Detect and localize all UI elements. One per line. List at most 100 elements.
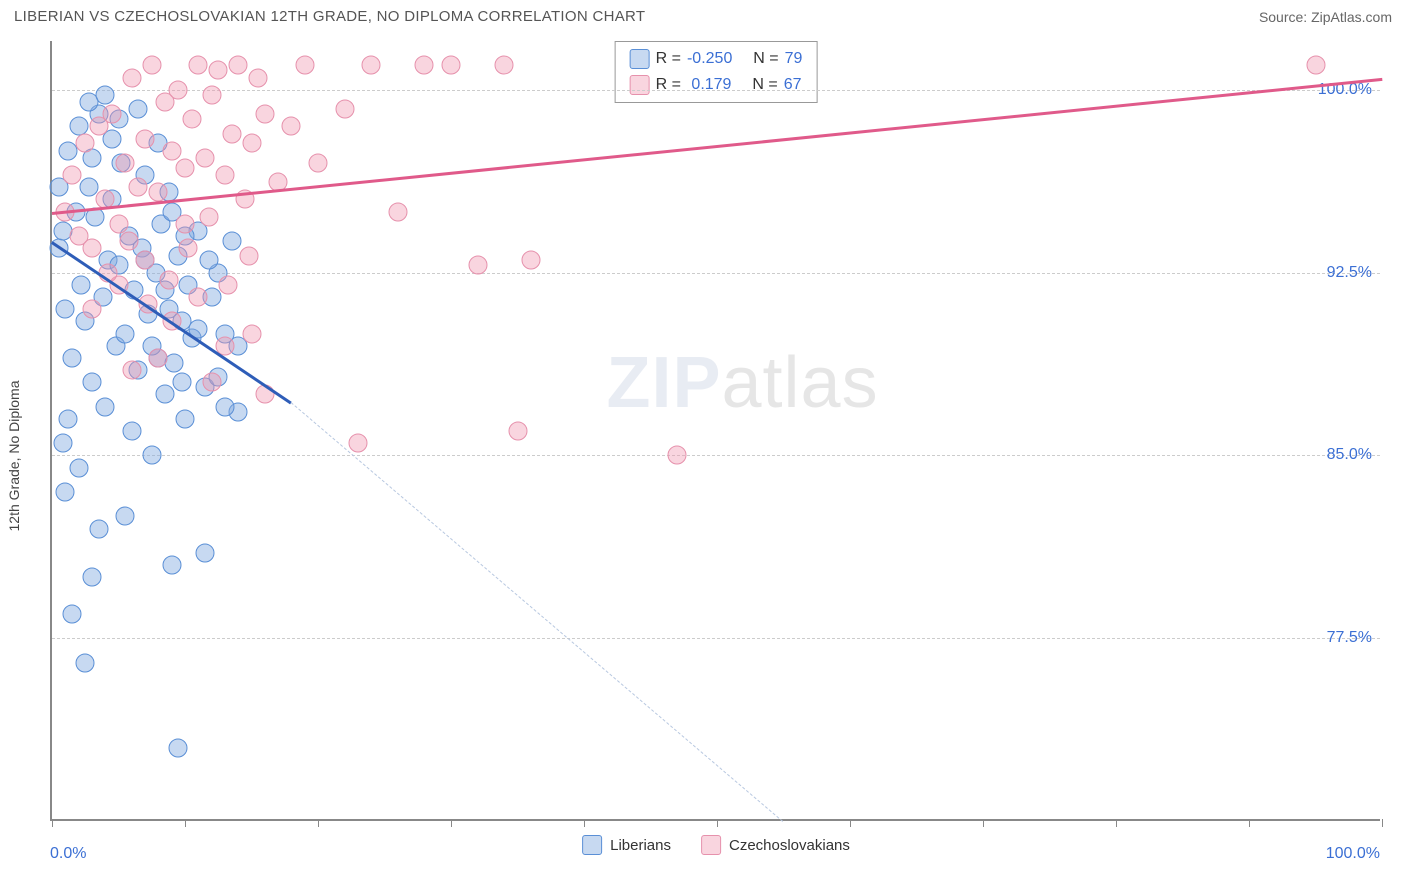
data-point — [309, 153, 328, 172]
data-point — [415, 56, 434, 75]
data-point — [129, 178, 148, 197]
data-point — [189, 287, 208, 306]
y-axis-label: 12th Grade, No Diploma — [6, 381, 22, 532]
data-point — [62, 166, 81, 185]
x-tick — [52, 819, 53, 827]
data-point — [142, 446, 161, 465]
data-point — [76, 134, 95, 153]
gridline — [52, 455, 1380, 456]
data-point — [1306, 56, 1325, 75]
data-point — [122, 68, 141, 87]
data-point — [229, 56, 248, 75]
data-point — [116, 324, 135, 343]
swatch-icon — [630, 75, 650, 95]
chart-container: 12th Grade, No Diploma ZIPatlas R = -0.2… — [0, 31, 1406, 881]
data-point — [58, 141, 77, 160]
data-point — [209, 61, 228, 80]
source-label: Source: ZipAtlas.com — [1259, 9, 1392, 25]
data-point — [521, 251, 540, 270]
data-point — [668, 446, 687, 465]
swatch-icon — [582, 835, 602, 855]
legend-item-liberians: Liberians — [582, 835, 671, 855]
x-tick — [584, 819, 585, 827]
trend-line-extrapolated — [291, 402, 784, 822]
data-point — [82, 568, 101, 587]
data-point — [195, 543, 214, 562]
data-point — [96, 85, 115, 104]
data-point — [295, 56, 314, 75]
data-point — [162, 141, 181, 160]
data-point — [215, 166, 234, 185]
data-point — [160, 270, 179, 289]
x-tick — [1249, 819, 1250, 827]
data-point — [129, 100, 148, 119]
x-axis-max-label: 100.0% — [1326, 845, 1380, 863]
data-point — [282, 117, 301, 136]
data-point — [162, 556, 181, 575]
y-tick-label: 77.5% — [1327, 629, 1372, 647]
legend-row-czechoslovakians: R = 0.179 N = 67 — [630, 72, 803, 98]
data-point — [82, 300, 101, 319]
data-point — [468, 256, 487, 275]
data-point — [495, 56, 514, 75]
data-point — [222, 231, 241, 250]
data-point — [249, 68, 268, 87]
x-axis-min-label: 0.0% — [50, 845, 86, 863]
data-point — [58, 409, 77, 428]
data-point — [199, 251, 218, 270]
watermark: ZIPatlas — [606, 342, 878, 424]
data-point — [69, 458, 88, 477]
swatch-icon — [630, 49, 650, 69]
x-tick — [1382, 819, 1383, 827]
gridline — [52, 638, 1380, 639]
y-tick-label: 92.5% — [1327, 264, 1372, 282]
data-point — [215, 397, 234, 416]
data-point — [142, 56, 161, 75]
data-point — [116, 507, 135, 526]
x-tick — [185, 819, 186, 827]
chart-title: LIBERIAN VS CZECHOSLOVAKIAN 12TH GRADE, … — [14, 8, 645, 25]
header-bar: LIBERIAN VS CZECHOSLOVAKIAN 12TH GRADE, … — [0, 0, 1406, 31]
legend-row-liberians: R = -0.250 N = 79 — [630, 46, 803, 72]
data-point — [122, 361, 141, 380]
gridline — [52, 273, 1380, 274]
data-point — [169, 80, 188, 99]
legend-item-czechoslovakians: Czechoslovakians — [701, 835, 850, 855]
swatch-icon — [701, 835, 721, 855]
x-tick — [451, 819, 452, 827]
correlation-legend: R = -0.250 N = 79 R = 0.179 N = 67 — [615, 41, 818, 103]
data-point — [178, 239, 197, 258]
data-point — [182, 110, 201, 129]
data-point — [242, 134, 261, 153]
data-point — [335, 100, 354, 119]
data-point — [195, 149, 214, 168]
data-point — [149, 348, 168, 367]
data-point — [169, 738, 188, 757]
data-point — [218, 275, 237, 294]
data-point — [62, 604, 81, 623]
data-point — [442, 56, 461, 75]
x-tick — [1116, 819, 1117, 827]
data-point — [255, 105, 274, 124]
data-point — [173, 373, 192, 392]
data-point — [202, 85, 221, 104]
data-point — [136, 129, 155, 148]
data-point — [62, 348, 81, 367]
data-point — [120, 231, 139, 250]
data-point — [348, 434, 367, 453]
x-tick — [983, 819, 984, 827]
data-point — [156, 385, 175, 404]
data-point — [222, 124, 241, 143]
x-tick — [850, 819, 851, 827]
data-point — [508, 422, 527, 441]
data-point — [176, 214, 195, 233]
data-point — [53, 434, 72, 453]
data-point — [242, 324, 261, 343]
plot-area: ZIPatlas R = -0.250 N = 79 R = 0.179 N =… — [50, 41, 1380, 821]
data-point — [89, 519, 108, 538]
data-point — [109, 214, 128, 233]
data-point — [82, 239, 101, 258]
data-point — [56, 300, 75, 319]
data-point — [56, 482, 75, 501]
data-point — [72, 275, 91, 294]
